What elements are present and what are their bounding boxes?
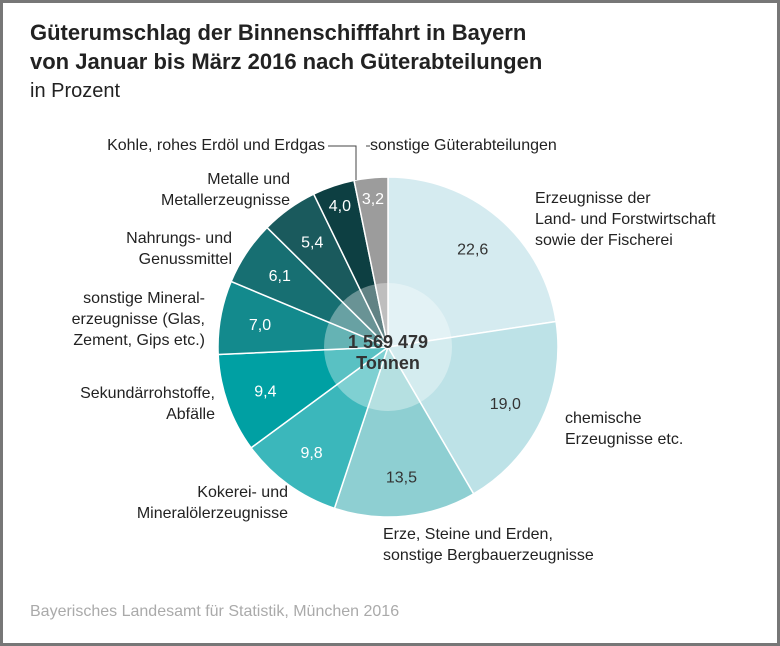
category-label: sonstige Bergbauerzeugnisse (383, 547, 594, 564)
slice (250, 344, 390, 510)
category-label: Erze, Steine und Erden, (383, 526, 553, 543)
category-label: Sekundärrohstoffe, (80, 385, 215, 402)
category-label: chemische (565, 410, 642, 427)
center-unit: Tonnen (356, 353, 420, 373)
chart-title: von Januar bis März 2016 nach Güterabtei… (30, 49, 542, 74)
value-label: 9,4 (254, 383, 276, 400)
category-label: Abfälle (166, 406, 215, 423)
category-label: Land- und Forstwirtschaft (535, 211, 716, 228)
chart-subtitle: in Prozent (30, 80, 120, 102)
category-label: Mineralölerzeugnisse (137, 505, 288, 522)
category-label: sonstige Mineral- (83, 290, 205, 307)
slice (353, 176, 389, 348)
category-label: Zement, Gips etc.) (73, 332, 205, 349)
value-label: 22,6 (457, 241, 488, 258)
category-label: erzeugnisse (Glas, (72, 311, 205, 328)
value-label: 3,2 (362, 191, 384, 208)
leader-line (328, 145, 357, 180)
value-label: 4,0 (329, 198, 351, 215)
value-label: 7,0 (249, 317, 271, 334)
category-label: sowie der Fischerei (535, 232, 673, 249)
value-label: 13,5 (386, 469, 417, 486)
slice (217, 346, 391, 449)
chart-title: Güterumschlag der Binnenschifffahrt in B… (30, 20, 526, 45)
value-label: 9,8 (300, 445, 322, 462)
category-label: Metallerzeugnisse (161, 192, 290, 209)
category-label: sonstige Güterabteilungen (370, 137, 557, 154)
source: Bayerisches Landesamt für Statistik, Mün… (30, 603, 399, 620)
value-label: 5,4 (301, 234, 323, 251)
category-label: Kokerei- und (197, 484, 288, 501)
category-label: Erzeugnisse etc. (565, 431, 683, 448)
value-label: 6,1 (269, 268, 291, 285)
slice (386, 320, 559, 495)
slice (387, 176, 557, 348)
category-label: Nahrungs- und (126, 230, 232, 247)
category-label: Erzeugnisse der (535, 190, 651, 207)
category-label: Kohle, rohes Erdöl und Erdgas (107, 137, 325, 154)
value-label: 19,0 (490, 396, 521, 413)
center-circle (324, 283, 452, 411)
center-value: 1 569 479 (348, 332, 428, 352)
category-label: Metalle und (207, 171, 290, 188)
category-label: Genussmittel (139, 251, 232, 268)
slice (333, 345, 475, 518)
